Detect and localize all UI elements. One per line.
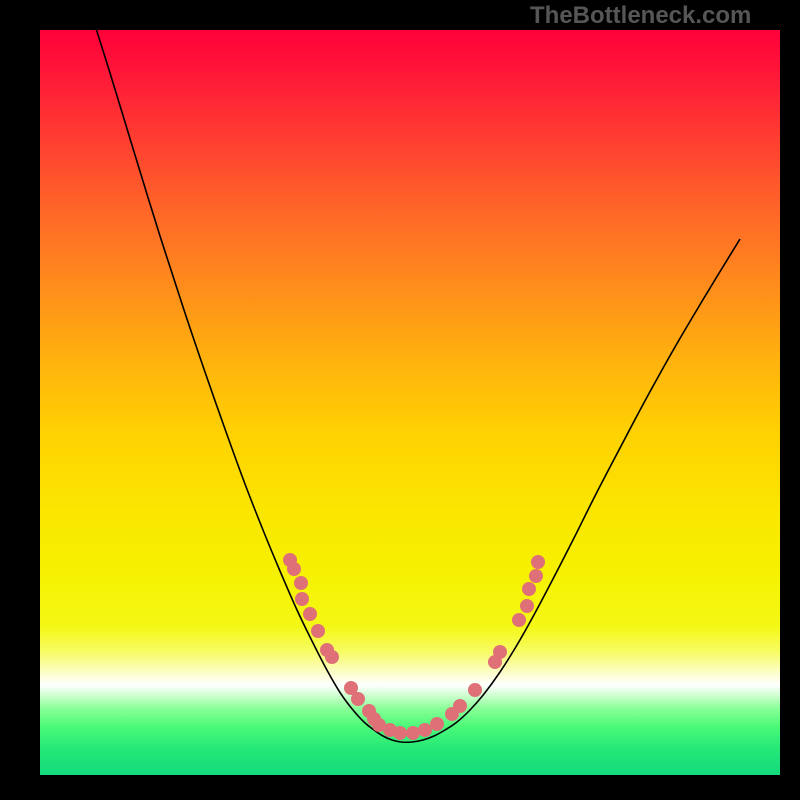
data-marker (295, 592, 309, 606)
data-marker (468, 683, 482, 697)
data-marker (287, 562, 301, 576)
data-marker (351, 692, 365, 706)
data-marker (529, 569, 543, 583)
data-marker (493, 645, 507, 659)
data-marker (453, 699, 467, 713)
data-marker (520, 599, 534, 613)
data-marker (430, 717, 444, 731)
data-marker (393, 726, 407, 740)
data-marker (512, 613, 526, 627)
data-marker (522, 582, 536, 596)
data-marker (325, 650, 339, 664)
data-marker (531, 555, 545, 569)
watermark-text: TheBottleneck.com (530, 2, 751, 30)
gradient-background (40, 30, 780, 775)
data-marker (406, 726, 420, 740)
data-marker (303, 607, 317, 621)
data-marker (294, 576, 308, 590)
bottleneck-chart (40, 30, 780, 775)
data-marker (418, 723, 432, 737)
data-marker (311, 624, 325, 638)
